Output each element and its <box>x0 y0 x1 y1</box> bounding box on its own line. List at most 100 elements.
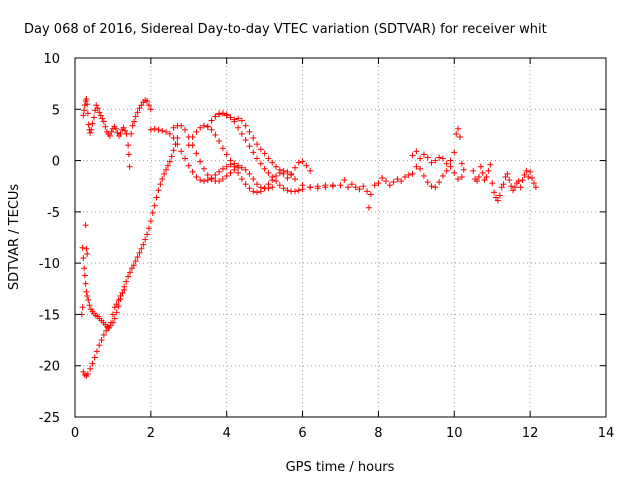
data-point <box>164 162 171 169</box>
data-point <box>458 160 465 167</box>
x-tick-label: 2 <box>147 426 155 441</box>
data-point <box>84 110 91 117</box>
data-point <box>193 128 200 135</box>
data-point <box>405 171 412 178</box>
data-point <box>212 113 219 120</box>
data-point <box>436 179 443 186</box>
data-point <box>97 112 104 119</box>
data-point <box>170 124 177 131</box>
data-point <box>265 181 272 188</box>
data-point <box>145 225 152 232</box>
data-point <box>420 172 427 179</box>
data-point <box>114 129 121 136</box>
data-point <box>257 160 264 167</box>
data-point <box>80 112 87 119</box>
data-point <box>386 182 393 189</box>
data-point <box>83 288 90 295</box>
data-point <box>227 114 234 121</box>
data-point <box>265 155 272 162</box>
data-point <box>138 102 145 109</box>
data-point <box>269 173 276 180</box>
y-tick-label: -20 <box>39 360 60 375</box>
data-point <box>200 165 207 172</box>
data-point <box>337 182 344 189</box>
data-point <box>379 175 386 182</box>
data-point <box>291 176 298 183</box>
data-point <box>322 184 329 191</box>
data-point <box>134 109 141 116</box>
x-tick-label: 6 <box>298 426 306 441</box>
data-point <box>455 125 462 132</box>
data-point <box>485 167 492 174</box>
data-point <box>83 245 90 252</box>
axis-ticks: 0 2 4 6 8 10 12 14 -25 -20 -15 -10 -5 0 5 10 <box>39 52 615 441</box>
data-point <box>475 173 482 180</box>
data-point <box>288 170 295 177</box>
data-point <box>204 123 211 130</box>
data-point <box>181 155 188 162</box>
data-point <box>329 183 336 190</box>
data-point <box>413 148 420 155</box>
data-point <box>314 185 321 192</box>
data-point <box>144 231 151 238</box>
data-point <box>193 173 200 180</box>
data-point <box>504 170 511 177</box>
data-point <box>527 168 534 175</box>
data-point <box>136 105 143 112</box>
data-point <box>257 188 264 195</box>
data-point <box>280 185 287 192</box>
data-point <box>417 165 424 172</box>
data-point <box>276 166 283 173</box>
data-point <box>246 170 253 177</box>
data-point <box>125 142 132 149</box>
data-point <box>108 128 115 135</box>
data-point <box>284 175 291 182</box>
data-point <box>170 147 177 154</box>
data-point <box>132 258 139 265</box>
data-point <box>428 159 435 166</box>
data-point <box>510 187 517 194</box>
data-point <box>231 116 238 123</box>
data-point <box>443 167 450 174</box>
data-point <box>84 370 91 377</box>
data-point <box>87 365 94 372</box>
data-point <box>352 184 359 191</box>
data-point <box>250 135 257 142</box>
data-point <box>265 169 272 176</box>
data-point <box>360 183 367 190</box>
data-point <box>424 179 431 186</box>
data-point <box>144 98 151 105</box>
data-point <box>284 168 291 175</box>
data-point <box>212 171 219 178</box>
data-point <box>525 173 532 180</box>
data-point <box>94 105 101 112</box>
data-point <box>246 185 253 192</box>
data-point <box>295 159 302 166</box>
data-point <box>276 182 283 189</box>
data-point <box>219 110 226 117</box>
data-point <box>166 158 173 165</box>
data-point <box>487 161 494 168</box>
data-point <box>517 184 524 191</box>
data-point <box>455 176 462 183</box>
data-point <box>493 194 500 201</box>
data-point <box>479 169 486 176</box>
data-point <box>227 157 234 164</box>
data-point <box>108 319 115 326</box>
data-point <box>142 236 149 243</box>
data-point <box>125 151 132 158</box>
data-point <box>532 184 539 191</box>
data-point <box>98 337 105 344</box>
data-point <box>113 309 120 316</box>
data-point <box>219 145 226 152</box>
data-point <box>147 106 154 113</box>
y-tick-label: 5 <box>52 103 60 118</box>
data-point <box>235 169 242 176</box>
data-point <box>103 327 110 334</box>
data-point <box>185 142 192 149</box>
data-point <box>163 166 170 173</box>
data-point <box>235 124 242 131</box>
data-point <box>120 124 127 131</box>
data-point <box>126 269 133 276</box>
